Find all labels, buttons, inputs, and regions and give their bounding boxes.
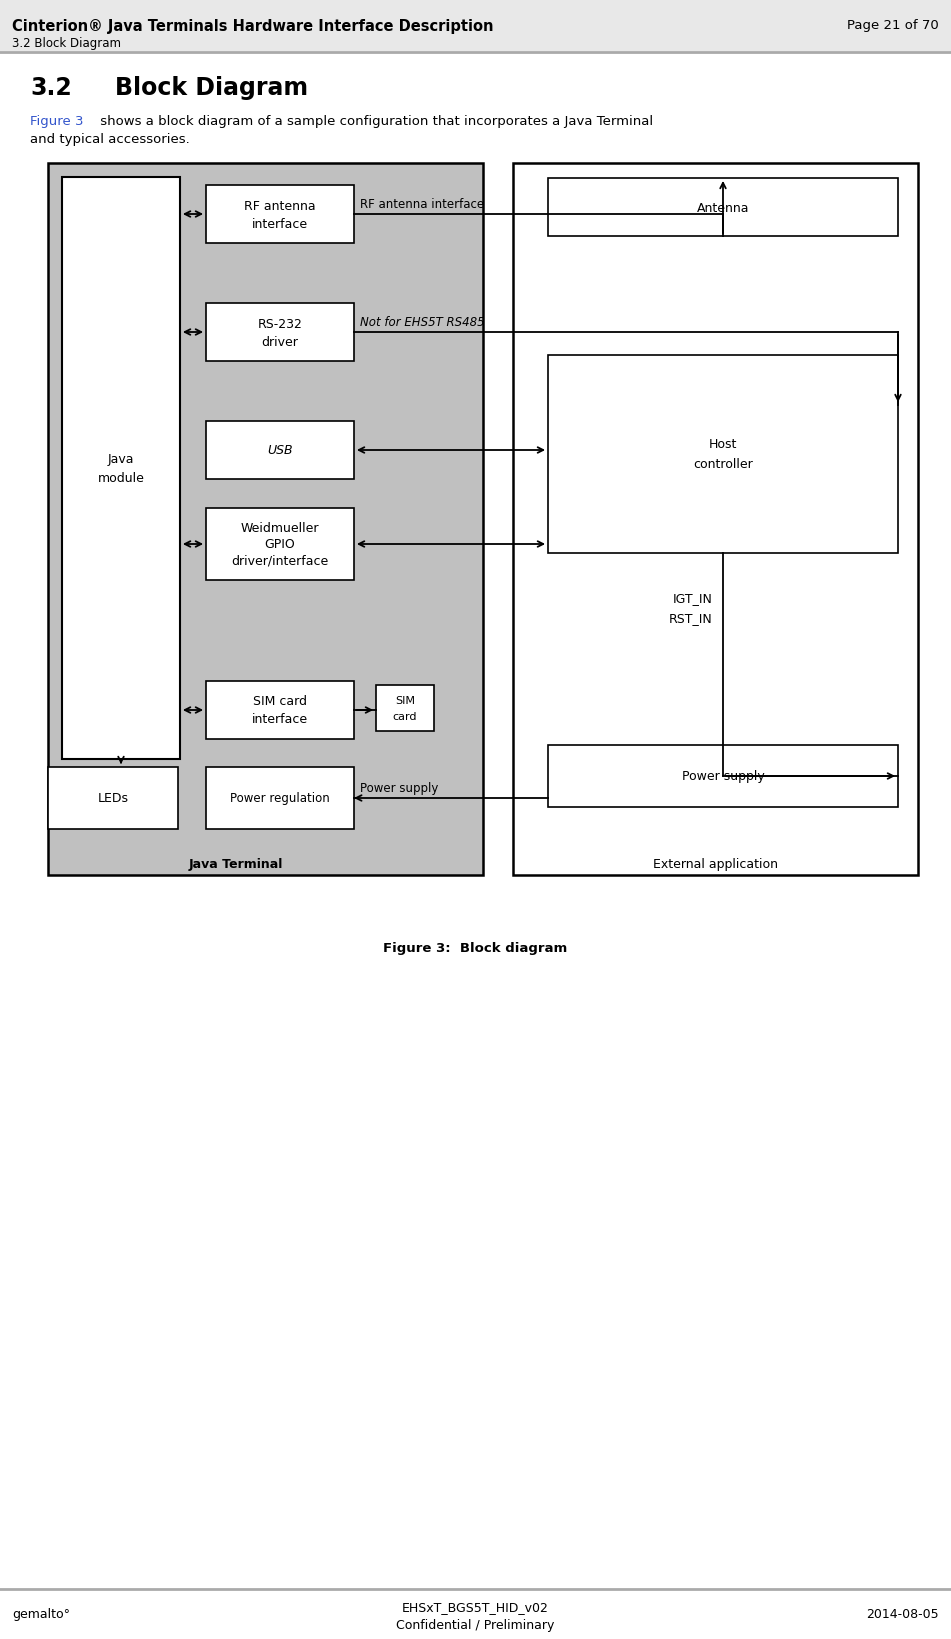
Polygon shape [206, 767, 354, 829]
Text: shows a block diagram of a sample configuration that incorporates a Java Termina: shows a block diagram of a sample config… [96, 115, 653, 128]
Text: driver/interface: driver/interface [231, 554, 329, 567]
Text: 2014-08-05: 2014-08-05 [866, 1608, 939, 1621]
Text: Power supply: Power supply [360, 782, 438, 795]
Text: 3.2 Block Diagram: 3.2 Block Diagram [12, 38, 121, 51]
Text: Not for EHS5T RS485: Not for EHS5T RS485 [360, 316, 485, 329]
Text: Figure 3:  Block diagram: Figure 3: Block diagram [383, 942, 568, 956]
Text: driver: driver [262, 336, 299, 349]
Polygon shape [548, 179, 898, 238]
Text: Power supply: Power supply [682, 770, 765, 783]
Polygon shape [206, 303, 354, 362]
Text: Host: Host [708, 438, 737, 451]
Polygon shape [48, 164, 483, 875]
Polygon shape [0, 0, 951, 52]
Text: Antenna: Antenna [697, 202, 749, 215]
Text: card: card [393, 711, 417, 721]
Text: Java: Java [107, 454, 134, 465]
Text: GPIO: GPIO [264, 538, 296, 551]
Polygon shape [206, 682, 354, 739]
Text: Page 21 of 70: Page 21 of 70 [847, 20, 939, 33]
Text: Confidential / Preliminary: Confidential / Preliminary [397, 1619, 554, 1631]
Text: RS-232: RS-232 [258, 318, 302, 331]
Polygon shape [62, 179, 180, 759]
Text: Weidmueller: Weidmueller [241, 523, 320, 536]
Text: interface: interface [252, 218, 308, 231]
Text: interface: interface [252, 713, 308, 726]
Text: 3.2: 3.2 [30, 75, 71, 100]
Polygon shape [206, 508, 354, 580]
Text: Figure 3: Figure 3 [30, 115, 84, 128]
Text: controller: controller [693, 459, 753, 472]
Text: Cinterion® Java Terminals Hardware Interface Description: Cinterion® Java Terminals Hardware Inter… [12, 18, 494, 33]
Text: Power regulation: Power regulation [230, 792, 330, 805]
Text: module: module [98, 472, 145, 484]
Text: Block Diagram: Block Diagram [115, 75, 308, 100]
Text: SIM card: SIM card [253, 695, 307, 708]
Text: EHSxT_BGS5T_HID_v02: EHSxT_BGS5T_HID_v02 [402, 1601, 549, 1613]
Text: External application: External application [653, 857, 778, 870]
Polygon shape [513, 164, 918, 875]
Text: IGT_IN: IGT_IN [673, 592, 713, 605]
Polygon shape [206, 421, 354, 480]
Polygon shape [48, 767, 178, 829]
Text: USB: USB [267, 444, 293, 457]
Polygon shape [548, 356, 898, 554]
Polygon shape [376, 685, 434, 731]
Text: RST_IN: RST_IN [670, 611, 713, 624]
Polygon shape [206, 185, 354, 244]
Text: SIM: SIM [395, 695, 415, 705]
Text: RF antenna interface: RF antenna interface [360, 198, 484, 211]
Polygon shape [548, 746, 898, 808]
Text: RF antenna: RF antenna [244, 200, 316, 213]
Text: Java Terminal: Java Terminal [188, 857, 282, 870]
Text: LEDs: LEDs [98, 792, 128, 805]
Text: and typical accessories.: and typical accessories. [30, 133, 190, 146]
Text: gemalto°: gemalto° [12, 1608, 70, 1621]
